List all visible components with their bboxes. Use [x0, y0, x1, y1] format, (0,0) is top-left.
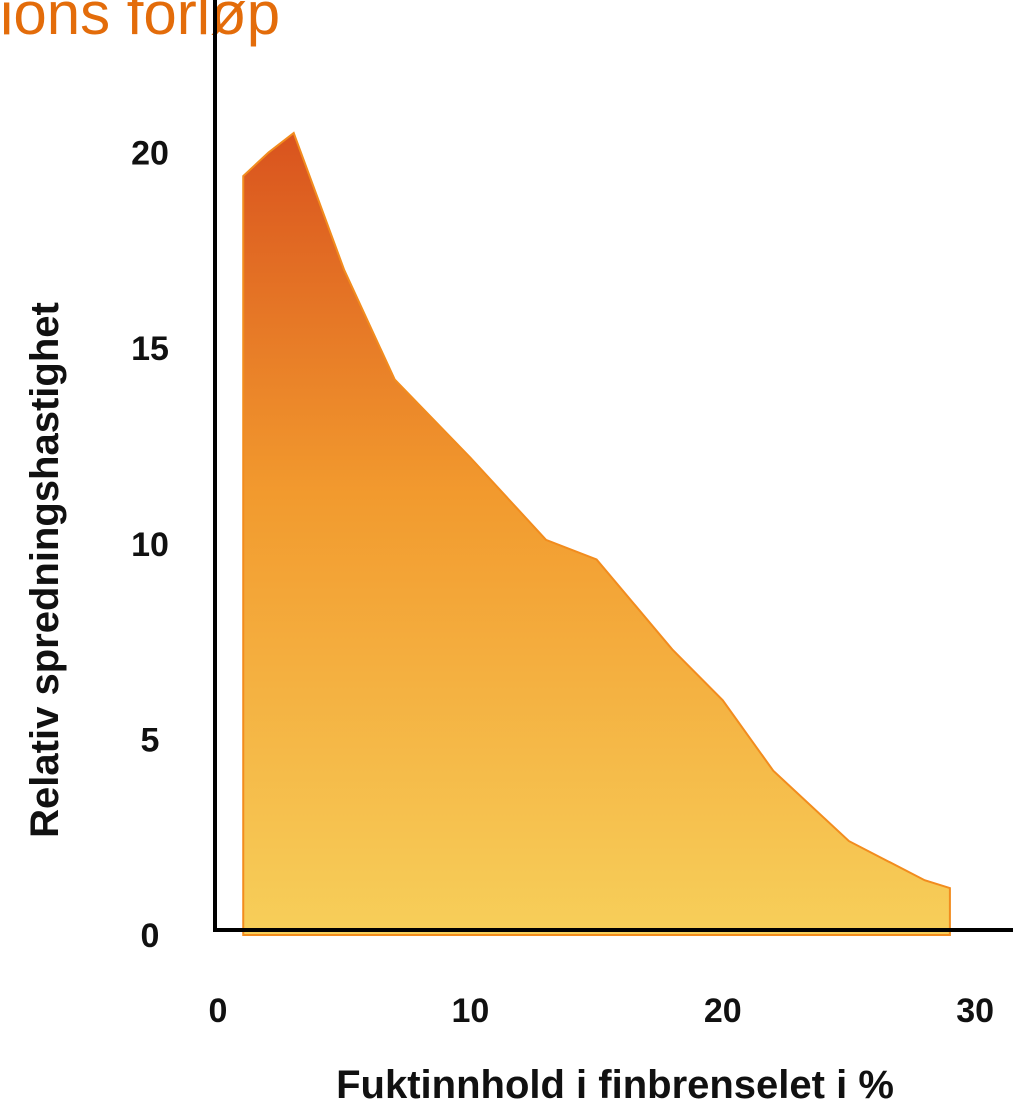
- x-axis-title: Fuktinnhold i finbrenselet i %: [336, 1063, 894, 1107]
- y-tick-label: 0: [141, 917, 160, 955]
- flame-area: [242, 131, 951, 936]
- chart-title: ions forløp: [0, 0, 280, 47]
- y-tick-label: 5: [141, 721, 160, 759]
- y-tick-label: 20: [131, 135, 169, 173]
- x-tick-label: 20: [704, 992, 742, 1030]
- x-tick-label: 0: [209, 992, 228, 1030]
- x-tick-label: 10: [451, 992, 489, 1030]
- y-axis-title: Relativ spredningshastighet: [23, 302, 67, 838]
- y-tick-label: 15: [131, 330, 169, 368]
- y-tick-label: 10: [131, 526, 169, 564]
- x-tick-label: 30: [956, 992, 994, 1030]
